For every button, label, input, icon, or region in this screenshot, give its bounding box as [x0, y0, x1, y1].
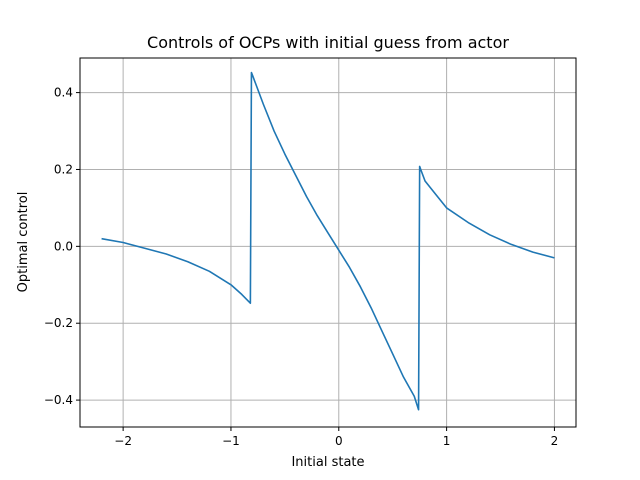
- plot-frame: [79, 57, 577, 428]
- chart-title: Controls of OCPs with initial guess from…: [147, 33, 509, 52]
- x-tick-label: −2: [114, 434, 132, 448]
- series-line: [101, 71, 555, 411]
- x-tick-label: 2: [551, 434, 559, 448]
- y-tick-label: 0.2: [54, 162, 73, 176]
- y-tick-label: 0.4: [54, 86, 73, 100]
- x-tick-label: −1: [222, 434, 240, 448]
- x-tick-label: 0: [335, 434, 343, 448]
- grid: [80, 58, 576, 427]
- x-tick-label: 1: [443, 434, 451, 448]
- series-layer: [101, 71, 555, 411]
- y-axis: −0.4 −0.2 0.0 0.2 0.4: [44, 86, 80, 407]
- x-axis: −2 −1 0 1 2: [114, 427, 558, 448]
- x-axis-label: Initial state: [291, 455, 364, 470]
- y-axis-label: Optimal control: [16, 192, 31, 293]
- y-tick-label: 0.0: [54, 239, 73, 253]
- y-tick-label: −0.2: [44, 316, 73, 330]
- y-tick-label: −0.4: [44, 393, 73, 407]
